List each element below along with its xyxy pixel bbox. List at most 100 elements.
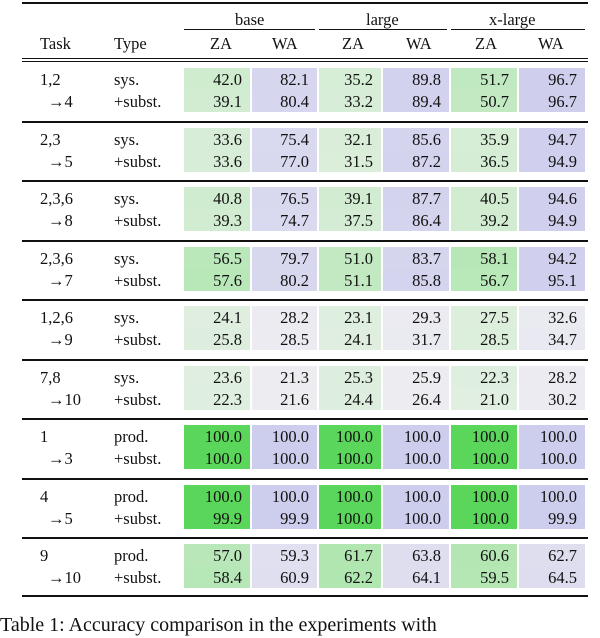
task-target: →5 bbox=[48, 151, 73, 171]
cell-shade bbox=[252, 506, 317, 529]
value-cell: 59.3 bbox=[280, 546, 309, 565]
cell-shade bbox=[383, 484, 449, 507]
task-target: →9 bbox=[48, 330, 73, 349]
task-target: →7 bbox=[48, 270, 73, 290]
type-label: +subst. bbox=[114, 92, 162, 111]
cell-shade bbox=[451, 506, 517, 529]
value-cell: 100.0 bbox=[539, 449, 577, 468]
cell-shade bbox=[184, 447, 250, 469]
cell-shade bbox=[184, 328, 250, 350]
value-cell: 86.4 bbox=[412, 211, 441, 230]
value-cell: 100.0 bbox=[471, 449, 509, 468]
header-wa-large: WA bbox=[406, 34, 432, 53]
cell-shade bbox=[383, 306, 449, 328]
type-label: +subst. bbox=[114, 449, 162, 468]
block-separator bbox=[22, 180, 588, 182]
value-cell: 28.2 bbox=[548, 367, 577, 387]
cell-shade bbox=[519, 365, 585, 388]
task-source: 1,2 bbox=[40, 70, 61, 89]
cell-shade bbox=[319, 506, 381, 529]
type-label: +subst. bbox=[114, 151, 162, 171]
cell-shade bbox=[451, 544, 517, 566]
value-cell: 57.6 bbox=[213, 270, 242, 290]
type-label: sys. bbox=[114, 367, 140, 387]
cell-shade bbox=[383, 149, 449, 172]
value-cell: 96.7 bbox=[548, 92, 577, 111]
value-cell: 32.6 bbox=[548, 308, 577, 327]
cell-shade bbox=[252, 127, 317, 150]
task-source: 2,3,6 bbox=[40, 189, 73, 208]
cell-shade bbox=[319, 246, 381, 269]
cell-shade bbox=[252, 425, 317, 447]
value-cell: 31.7 bbox=[412, 330, 441, 349]
type-label: prod. bbox=[114, 546, 149, 565]
cell-shade bbox=[519, 484, 585, 507]
group-underline-large bbox=[319, 29, 447, 30]
value-cell: 95.1 bbox=[548, 270, 577, 290]
value-cell: 21.3 bbox=[280, 367, 309, 387]
value-cell: 60.9 bbox=[280, 568, 309, 587]
cell-shade bbox=[252, 306, 317, 328]
cell-shade bbox=[184, 127, 250, 150]
value-cell: 100.0 bbox=[335, 508, 373, 528]
value-cell: 80.2 bbox=[280, 270, 309, 290]
cell-shade bbox=[252, 447, 317, 469]
task-target: →10 bbox=[48, 389, 81, 409]
value-cell: 57.0 bbox=[213, 546, 242, 565]
cell-shade bbox=[319, 484, 381, 507]
value-cell: 25.3 bbox=[344, 367, 373, 387]
value-cell: 100.0 bbox=[271, 449, 309, 468]
value-cell: 96.7 bbox=[548, 70, 577, 89]
value-cell: 89.8 bbox=[412, 70, 441, 89]
value-cell: 61.7 bbox=[344, 546, 373, 565]
header-rule-2 bbox=[22, 61, 588, 62]
value-cell: 63.8 bbox=[412, 546, 441, 565]
value-cell: 30.2 bbox=[548, 389, 577, 409]
cell-shade bbox=[319, 387, 381, 410]
cell-shade bbox=[184, 506, 250, 529]
cell-shade bbox=[184, 306, 250, 328]
value-cell: 27.5 bbox=[480, 308, 509, 327]
cell-shade bbox=[383, 566, 449, 588]
value-cell: 100.0 bbox=[271, 427, 309, 446]
cell-shade bbox=[519, 387, 585, 410]
cell-shade bbox=[319, 149, 381, 172]
value-cell: 100.0 bbox=[335, 449, 373, 468]
table-caption: Table 1: Accuracy comparison in the expe… bbox=[0, 614, 437, 636]
cell-shade bbox=[383, 187, 449, 209]
value-cell: 21.6 bbox=[280, 389, 309, 409]
value-cell: 56.7 bbox=[480, 270, 509, 290]
cell-shade bbox=[319, 425, 381, 447]
block-separator bbox=[22, 418, 588, 420]
cell-shade bbox=[184, 187, 250, 209]
cell-shade bbox=[451, 484, 517, 507]
block-separator bbox=[22, 358, 588, 361]
value-cell: 28.5 bbox=[480, 330, 509, 349]
cell-shade bbox=[451, 209, 517, 231]
cell-shade bbox=[451, 90, 517, 112]
value-cell: 100.0 bbox=[204, 449, 242, 468]
cell-shade bbox=[383, 68, 449, 90]
bottom-rule bbox=[22, 595, 588, 597]
type-label: +subst. bbox=[114, 568, 162, 587]
value-cell: 94.7 bbox=[548, 129, 577, 149]
cell-shade bbox=[519, 90, 585, 112]
value-cell: 25.9 bbox=[412, 367, 441, 387]
cell-shade bbox=[519, 506, 585, 529]
value-cell: 77.0 bbox=[280, 151, 309, 171]
value-cell: 100.0 bbox=[471, 508, 509, 528]
cell-shade bbox=[451, 387, 517, 410]
cell-shade bbox=[184, 484, 250, 507]
value-cell: 75.4 bbox=[280, 129, 309, 149]
task-source: 7,8 bbox=[40, 367, 61, 387]
cell-shade bbox=[252, 90, 317, 112]
value-cell: 80.4 bbox=[280, 92, 309, 111]
value-cell: 100.0 bbox=[335, 486, 373, 506]
value-cell: 99.9 bbox=[213, 508, 242, 528]
value-cell: 82.1 bbox=[280, 70, 309, 89]
cell-shade bbox=[252, 149, 317, 172]
cell-shade bbox=[451, 268, 517, 291]
value-cell: 99.9 bbox=[280, 508, 309, 528]
value-cell: 35.2 bbox=[344, 70, 373, 89]
cell-shade bbox=[383, 90, 449, 112]
